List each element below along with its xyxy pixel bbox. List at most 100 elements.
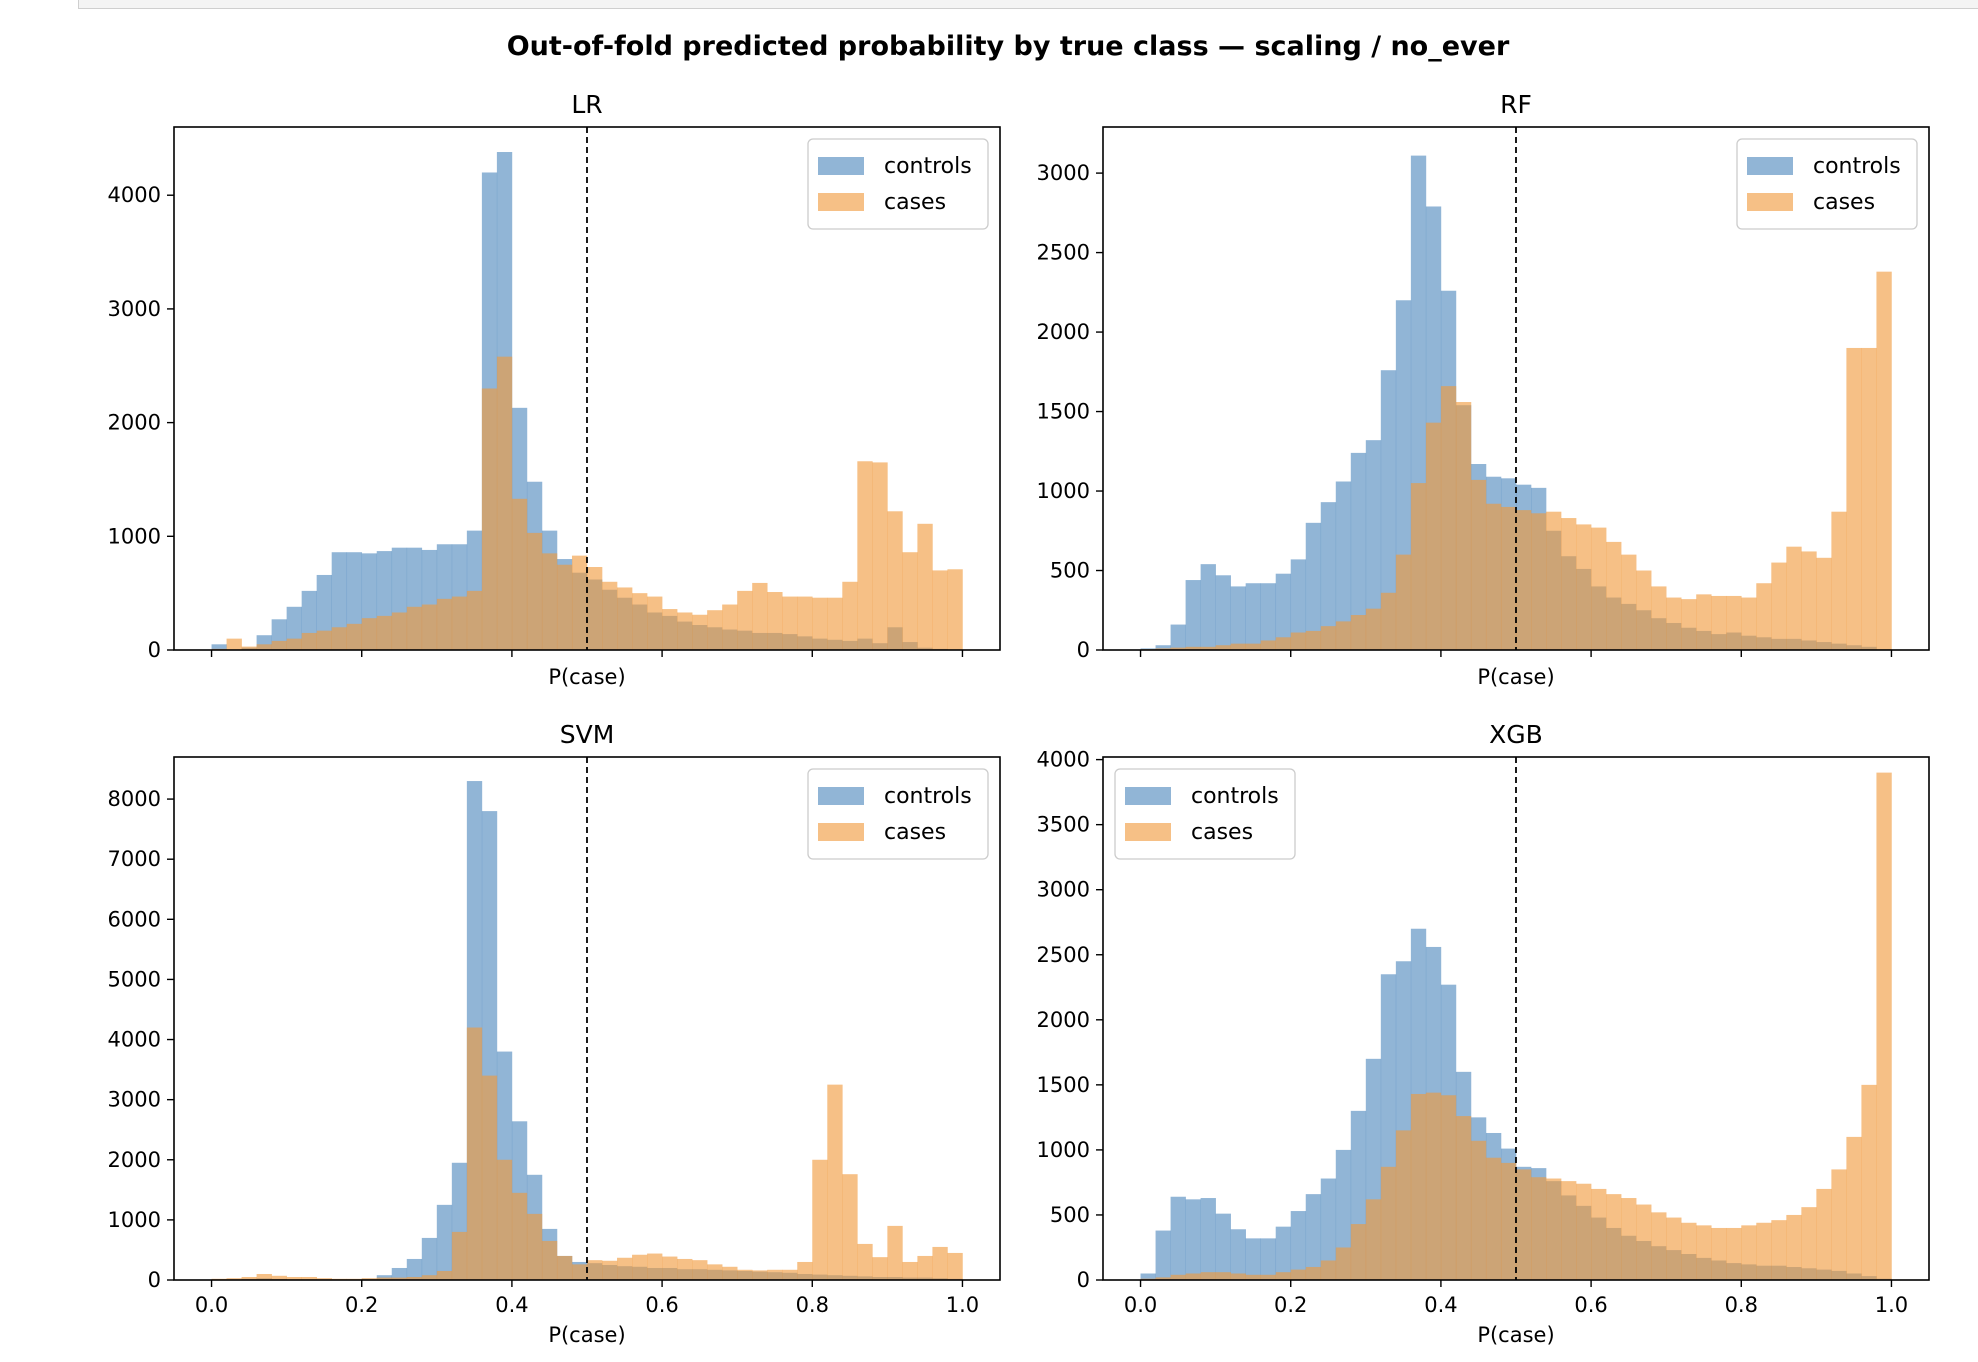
- bar-controls-0: [211, 644, 227, 650]
- bar-cases-6: [1230, 1273, 1246, 1280]
- legend-swatch-controls: [1747, 157, 1793, 175]
- bar-cases-42: [842, 1174, 858, 1280]
- bar-cases-3: [1185, 1273, 1201, 1280]
- bar-cases-27: [617, 587, 633, 650]
- bar-cases-46: [1831, 1169, 1847, 1280]
- ytick-label: 3500: [1037, 813, 1090, 837]
- series-cases: [211, 1027, 963, 1280]
- bar-cases-29: [1576, 524, 1592, 650]
- bar-cases-7: [316, 630, 332, 650]
- bar-cases-12: [391, 612, 408, 650]
- bar-cases-2: [241, 1276, 257, 1280]
- bar-cases-43: [1786, 546, 1802, 650]
- subplot-svm: 0 1000 2000 3000 4000 5000 6000 7000 8000 0.0 0.2 0…: [108, 720, 1001, 1347]
- ytick-label: 5000: [108, 967, 161, 991]
- bar-cases-21: [526, 1213, 543, 1280]
- legend-frame: [807, 138, 989, 230]
- x-axis-label: P(case): [548, 1323, 625, 1347]
- bar-cases-18: [1410, 1093, 1427, 1280]
- bar-cases-18: [481, 388, 498, 650]
- xtick-label: 0.8: [1725, 1293, 1758, 1317]
- bar-cases-14: [421, 1275, 438, 1280]
- bar-cases-26: [1531, 513, 1547, 650]
- bar-cases-2: [1170, 647, 1186, 650]
- bar-cases-5: [1215, 645, 1231, 650]
- bar-cases-1: [226, 638, 242, 650]
- bar-cases-40: [812, 1159, 828, 1280]
- xtick-label: 0.6: [645, 1293, 678, 1317]
- bar-controls-13: [1335, 481, 1352, 650]
- bar-cases-14: [1350, 615, 1367, 650]
- bar-cases-37: [1696, 1225, 1712, 1280]
- legend-frame: [1736, 138, 1918, 230]
- bar-controls-6: [1230, 1229, 1246, 1280]
- bar-cases-21: [526, 532, 543, 650]
- bar-cases-34: [1651, 586, 1667, 650]
- bar-cases-41: [1756, 1222, 1772, 1280]
- bar-cases-34: [722, 1266, 738, 1280]
- ytick-label: 2500: [1037, 241, 1090, 265]
- ytick-label: 500: [1050, 1203, 1090, 1227]
- bar-cases-13: [406, 1276, 423, 1280]
- legend: controls cases: [1736, 138, 1918, 230]
- series-cases: [1140, 772, 1892, 1280]
- bar-cases-19: [1425, 1092, 1442, 1280]
- bar-controls-15: [436, 1204, 453, 1280]
- bar-controls-12: [1320, 502, 1337, 650]
- subplot-title: XGB: [1489, 720, 1543, 749]
- legend-label-cases: cases: [884, 190, 946, 215]
- bar-cases-23: [1485, 503, 1502, 650]
- bar-cases-35: [737, 1269, 753, 1280]
- bar-cases-7: [316, 1278, 332, 1280]
- bar-cases-33: [707, 1264, 723, 1280]
- bar-controls-3: [1185, 580, 1201, 650]
- bar-controls-11: [1305, 1194, 1322, 1280]
- xtick-label: 0.2: [345, 1293, 378, 1317]
- figure-suptitle: Out-of-fold predicted probability by tru…: [507, 31, 1510, 62]
- bar-cases-21: [1455, 402, 1472, 650]
- bar-cases-8: [1260, 1274, 1277, 1280]
- bar-cases-12: [391, 1277, 408, 1280]
- bar-controls-9: [1275, 1226, 1292, 1280]
- bar-cases-29: [647, 596, 663, 650]
- bar-cases-6: [1230, 643, 1246, 650]
- bar-controls-13: [406, 1258, 423, 1280]
- ytick-label: 1500: [1037, 400, 1090, 424]
- xtick-label: 0.0: [195, 1293, 228, 1317]
- bar-cases-29: [1576, 1183, 1592, 1280]
- bar-cases-13: [1335, 621, 1352, 650]
- bar-cases-24: [1500, 506, 1517, 650]
- bar-cases-13: [406, 606, 423, 650]
- bar-cases-18: [1410, 483, 1427, 650]
- bar-cases-24: [571, 555, 588, 650]
- legend-swatch-cases: [1747, 193, 1793, 211]
- bar-controls-16: [1380, 370, 1397, 650]
- bar-cases-9: [346, 623, 363, 650]
- bar-cases-15: [1365, 608, 1382, 650]
- bar-controls-7: [1245, 1238, 1261, 1280]
- legend: controls cases: [807, 768, 989, 860]
- bar-cases-41: [827, 597, 843, 650]
- bar-controls-11: [1305, 522, 1322, 650]
- bar-cases-13: [1335, 1247, 1352, 1280]
- ytick-label: 0: [1077, 638, 1090, 662]
- ytick-label: 1000: [1037, 479, 1090, 503]
- bar-cases-5: [286, 1276, 302, 1280]
- legend-swatch-cases: [818, 823, 864, 841]
- bar-cases-30: [662, 609, 678, 650]
- ytick-label: 2000: [1037, 1008, 1090, 1032]
- bar-cases-4: [1200, 646, 1216, 650]
- bar-controls-0: [1140, 1273, 1156, 1280]
- bar-cases-7: [1245, 1274, 1261, 1280]
- bar-cases-17: [466, 1027, 483, 1280]
- bar-cases-18: [481, 1075, 498, 1280]
- bar-controls-2: [1170, 1196, 1186, 1280]
- bar-controls-15: [1365, 440, 1382, 650]
- bar-cases-12: [1320, 1260, 1337, 1280]
- bar-cases-20: [511, 1192, 528, 1280]
- bar-cases-31: [677, 612, 693, 650]
- bar-cases-33: [707, 610, 723, 650]
- bar-cases-42: [1771, 562, 1787, 650]
- bar-cases-31: [1606, 541, 1622, 650]
- bar-controls-4: [1200, 564, 1216, 650]
